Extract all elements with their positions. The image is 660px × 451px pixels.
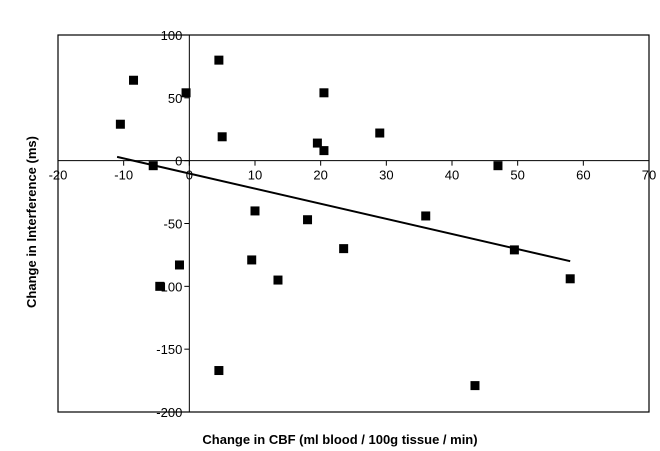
data-point bbox=[181, 88, 191, 98]
trendline bbox=[116, 155, 571, 263]
x-tick-label: 10 bbox=[248, 168, 262, 183]
data-point bbox=[470, 381, 480, 391]
y-tick-label: 100 bbox=[161, 28, 183, 43]
data-point bbox=[214, 55, 224, 65]
data-point bbox=[509, 245, 519, 255]
data-point bbox=[250, 206, 260, 216]
data-point bbox=[129, 75, 139, 85]
data-point bbox=[273, 275, 283, 285]
plot-area-border bbox=[57, 34, 650, 413]
data-point bbox=[247, 255, 257, 265]
data-point bbox=[312, 138, 322, 148]
data-point bbox=[115, 119, 125, 129]
tick-labels-layer: -20 -10 0 10 20 30 40 50 60 70100500-50-100-150-2… bbox=[49, 28, 657, 420]
data-point bbox=[565, 274, 575, 284]
data-point bbox=[375, 128, 385, 138]
x-tick-label: 70 bbox=[642, 168, 656, 183]
y-tick-label: -50 bbox=[164, 217, 183, 232]
data-point bbox=[319, 146, 329, 156]
data-point bbox=[174, 260, 184, 270]
data-point bbox=[421, 211, 431, 221]
data-point bbox=[339, 244, 349, 254]
x-axis-title: Change in CBF (ml blood / 100g tissue / … bbox=[202, 432, 477, 447]
y-tick-label: -100 bbox=[156, 279, 182, 294]
y-tick-label: 50 bbox=[168, 91, 182, 106]
data-point bbox=[303, 215, 313, 225]
x-tick-label: 40 bbox=[445, 168, 459, 183]
x-tick-label: -20 bbox=[49, 168, 68, 183]
x-tick-label: 20 bbox=[313, 168, 327, 183]
data-point bbox=[217, 132, 227, 142]
data-point bbox=[214, 366, 224, 376]
data-point bbox=[493, 161, 503, 171]
data-point bbox=[155, 281, 165, 291]
data-points-layer bbox=[115, 55, 575, 391]
axes-layer bbox=[57, 34, 650, 413]
x-tick-label: -10 bbox=[114, 168, 133, 183]
data-point bbox=[319, 88, 329, 98]
x-tick-label: 50 bbox=[510, 168, 524, 183]
y-tick-label: 0 bbox=[175, 154, 182, 169]
trendline-layer bbox=[116, 155, 571, 263]
y-axis-title: Change in Interference (ms) bbox=[24, 136, 39, 308]
x-tick-label: 30 bbox=[379, 168, 393, 183]
data-point bbox=[148, 161, 158, 171]
x-tick-label: 60 bbox=[576, 168, 590, 183]
y-tick-label: -150 bbox=[156, 342, 182, 357]
x-tick-label: 0 bbox=[186, 168, 193, 183]
y-tick-label: -200 bbox=[156, 405, 182, 420]
